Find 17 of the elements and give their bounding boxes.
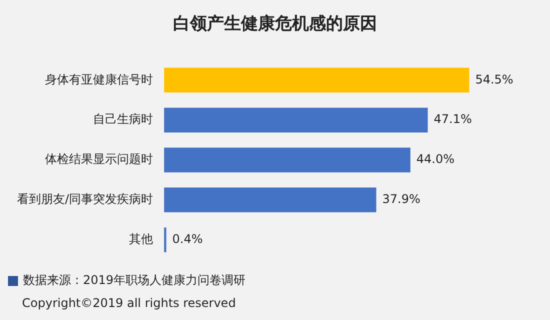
y-tick-label: 看到朋友/同事突发疾病时 <box>16 192 154 206</box>
data-label: 47.1% <box>434 112 472 126</box>
data-label: 54.5% <box>475 72 514 86</box>
bar <box>164 68 470 93</box>
bar <box>164 148 410 172</box>
data-label: 0.4% <box>172 232 203 246</box>
bar <box>164 108 428 132</box>
y-tick-label: 身体有亚健康信号时 <box>45 72 154 86</box>
text: Copyright©2019 all rights reserved <box>22 296 236 310</box>
y-tick-label: 体检结果显示问题时 <box>45 152 154 166</box>
data-label: 37.9% <box>382 192 420 206</box>
chart-title: 白领产生健康危机感的原因 <box>172 13 378 35</box>
y-tick-label: 其他 <box>129 232 154 246</box>
data-label: 44.0% <box>416 152 455 166</box>
bar <box>164 188 376 212</box>
source-note: 数据来源：2019年职场人健康力问卷调研 <box>23 272 246 289</box>
y-tick-label: 自己生病时 <box>93 112 154 126</box>
